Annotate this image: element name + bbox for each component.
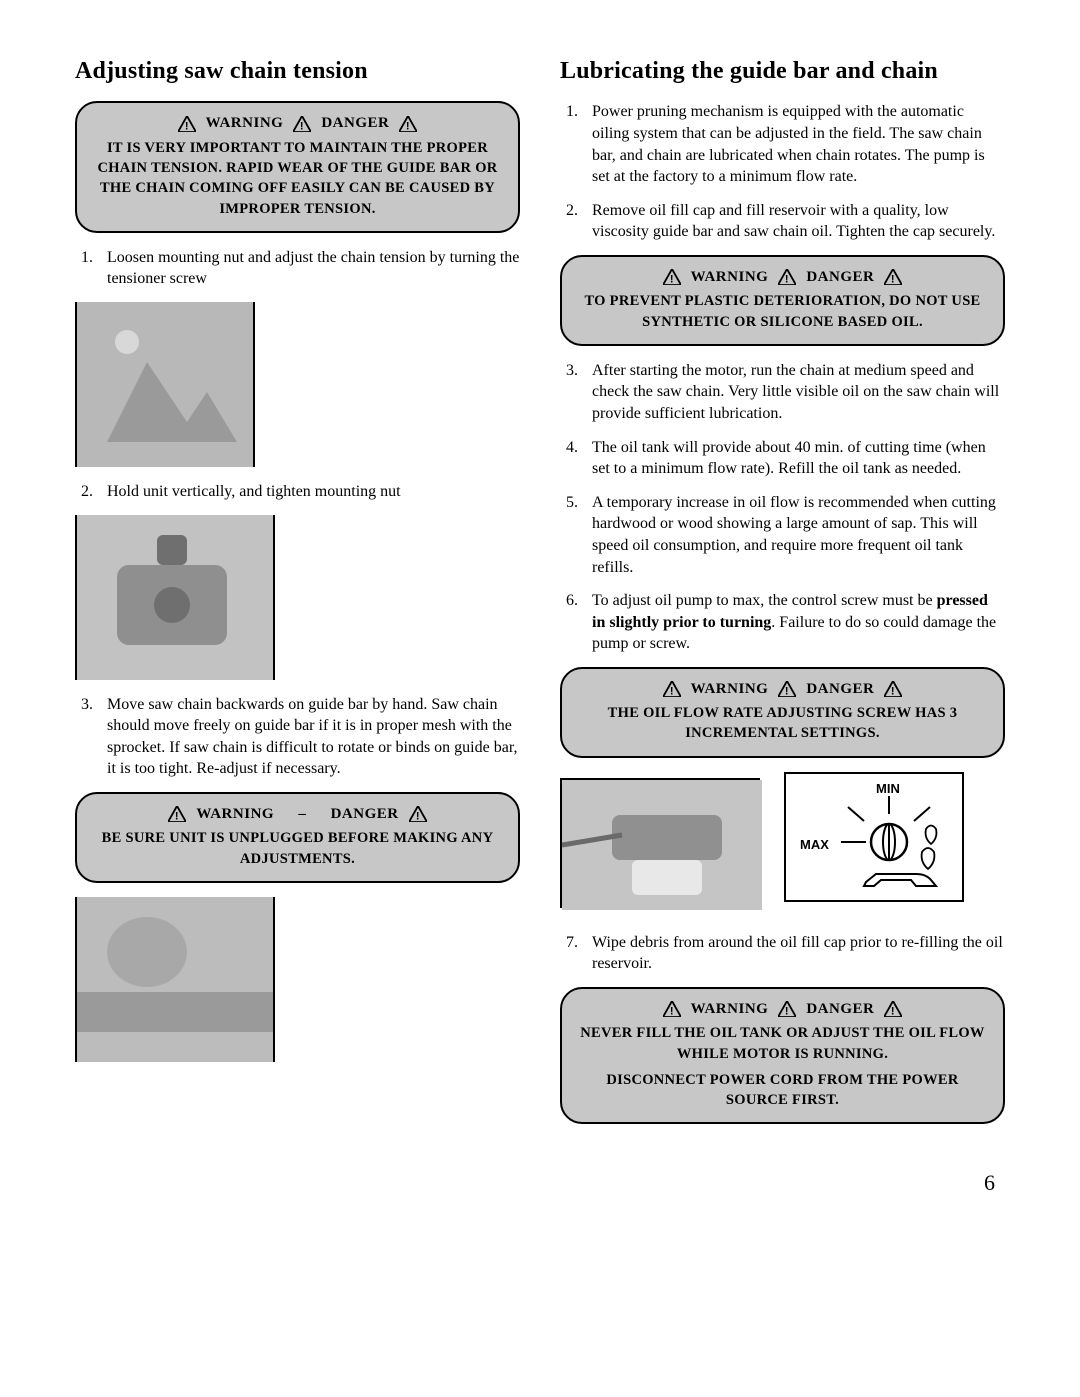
right-heading: Lubricating the guide bar and chain bbox=[560, 55, 1005, 87]
warning-triangle-icon: ! bbox=[778, 681, 796, 697]
step-item: Wipe debris from around the oil fill cap… bbox=[560, 932, 1005, 975]
svg-text:!: ! bbox=[670, 686, 674, 698]
warning-triangle-icon: ! bbox=[178, 116, 196, 132]
right-steps-3-6: After starting the motor, run the chain … bbox=[560, 360, 1005, 655]
left-steps-1: Loosen mounting nut and adjust the chain… bbox=[75, 247, 520, 290]
svg-text:!: ! bbox=[785, 686, 789, 698]
svg-text:!: ! bbox=[785, 1006, 789, 1018]
warning-body: NEVER FILL THE OIL TANK OR ADJUST THE OI… bbox=[580, 1023, 985, 1110]
photo-chain-hand bbox=[75, 897, 275, 1062]
warning-label: WARNING bbox=[691, 267, 769, 287]
warning-header: ! WARNING ! DANGER ! bbox=[95, 113, 500, 133]
photo-mounting-nut bbox=[75, 515, 275, 680]
right-column: Lubricating the guide bar and chain Powe… bbox=[560, 55, 1005, 1138]
step-item: A temporary increase in oil flow is reco… bbox=[560, 492, 1005, 578]
warning-header: ! WARNING ! DANGER ! bbox=[580, 267, 985, 287]
step-item: Hold unit vertically, and tighten mounti… bbox=[75, 481, 520, 503]
danger-label: DANGER bbox=[806, 679, 874, 699]
left-steps-3: Move saw chain backwards on guide bar by… bbox=[75, 694, 520, 780]
svg-text:!: ! bbox=[891, 274, 895, 286]
warning-triangle-icon: ! bbox=[663, 1001, 681, 1017]
svg-text:!: ! bbox=[175, 811, 179, 823]
warning-triangle-icon: ! bbox=[884, 681, 902, 697]
svg-text:!: ! bbox=[670, 1006, 674, 1018]
warning-box-tension: ! WARNING ! DANGER ! IT IS VERY IMPORTAN… bbox=[75, 101, 520, 232]
warning-triangle-icon: ! bbox=[884, 269, 902, 285]
warning-triangle-icon: ! bbox=[663, 269, 681, 285]
step-item: The oil tank will provide about 40 min. … bbox=[560, 437, 1005, 480]
diagram-svg bbox=[786, 774, 962, 900]
warning-header: ! WARNING ! DANGER ! bbox=[580, 999, 985, 1019]
warning-box-flow-settings: ! WARNING ! DANGER ! THE OIL FLOW RATE A… bbox=[560, 667, 1005, 758]
warning-triangle-icon: ! bbox=[409, 806, 427, 822]
warning-header: ! WARNING ! DANGER ! bbox=[580, 679, 985, 699]
left-column: Adjusting saw chain tension ! WARNING ! … bbox=[75, 55, 520, 1138]
warning-label: WARNING bbox=[196, 804, 274, 824]
svg-text:!: ! bbox=[185, 120, 189, 132]
svg-text:!: ! bbox=[300, 120, 304, 132]
step-item: Remove oil fill cap and fill reservoir w… bbox=[560, 200, 1005, 243]
photo-placeholder-icon bbox=[77, 302, 253, 467]
warning-header: ! WARNING – DANGER ! bbox=[95, 804, 500, 824]
warning-triangle-icon: ! bbox=[663, 681, 681, 697]
svg-text:!: ! bbox=[785, 274, 789, 286]
photo-oil-mechanism bbox=[560, 778, 760, 908]
warning-triangle-icon: ! bbox=[399, 116, 417, 132]
warning-label: WARNING bbox=[691, 679, 769, 699]
warning-box-oil-type: ! WARNING ! DANGER ! TO PREVENT PLASTIC … bbox=[560, 255, 1005, 346]
step-item: After starting the motor, run the chain … bbox=[560, 360, 1005, 425]
svg-text:!: ! bbox=[891, 686, 895, 698]
warning-triangle-icon: ! bbox=[884, 1001, 902, 1017]
danger-label: DANGER bbox=[321, 113, 389, 133]
warning-box-unplug: ! WARNING – DANGER ! BE SURE UNIT IS UNP… bbox=[75, 792, 520, 883]
warning-label: WARNING bbox=[691, 999, 769, 1019]
step-item: Power pruning mechanism is equipped with… bbox=[560, 101, 1005, 187]
warning-body-line2: DISCONNECT POWER CORD FROM THE POWER SOU… bbox=[580, 1070, 985, 1111]
two-column-layout: Adjusting saw chain tension ! WARNING ! … bbox=[75, 55, 1005, 1138]
step-item: Move saw chain backwards on guide bar by… bbox=[75, 694, 520, 780]
warning-body: IT IS VERY IMPORTANT TO MAINTAIN THE PRO… bbox=[95, 138, 500, 219]
warning-triangle-icon: ! bbox=[778, 269, 796, 285]
danger-label: DANGER bbox=[331, 804, 399, 824]
diagram-min-max: MIN MAX bbox=[784, 772, 964, 902]
step-6-part-a: To adjust oil pump to max, the control s… bbox=[592, 592, 937, 609]
warning-body: THE OIL FLOW RATE ADJUSTING SCREW HAS 3 … bbox=[580, 703, 985, 744]
warning-body: TO PREVENT PLASTIC DETERIORATION, DO NOT… bbox=[580, 291, 985, 332]
svg-text:!: ! bbox=[891, 1006, 895, 1018]
photo-placeholder-icon bbox=[77, 515, 273, 680]
step-item: Loosen mounting nut and adjust the chain… bbox=[75, 247, 520, 290]
dash-label: – bbox=[298, 804, 306, 824]
warning-triangle-icon: ! bbox=[293, 116, 311, 132]
photo-placeholder-icon bbox=[77, 897, 273, 1062]
left-heading: Adjusting saw chain tension bbox=[75, 55, 520, 87]
warning-body-line1: NEVER FILL THE OIL TANK OR ADJUST THE OI… bbox=[580, 1025, 984, 1061]
photo-tensioner bbox=[75, 302, 255, 467]
warning-triangle-icon: ! bbox=[168, 806, 186, 822]
image-row: MIN MAX bbox=[560, 772, 1005, 922]
warning-label: WARNING bbox=[206, 113, 284, 133]
warning-triangle-icon: ! bbox=[778, 1001, 796, 1017]
danger-label: DANGER bbox=[806, 999, 874, 1019]
warning-box-motor-running: ! WARNING ! DANGER ! NEVER FILL THE OIL … bbox=[560, 987, 1005, 1124]
right-steps-7: Wipe debris from around the oil fill cap… bbox=[560, 932, 1005, 975]
danger-label: DANGER bbox=[806, 267, 874, 287]
svg-text:!: ! bbox=[406, 120, 410, 132]
page-number: 6 bbox=[75, 1168, 1005, 1198]
step-item: To adjust oil pump to max, the control s… bbox=[560, 590, 1005, 655]
left-steps-2: Hold unit vertically, and tighten mounti… bbox=[75, 481, 520, 503]
right-steps-1-2: Power pruning mechanism is equipped with… bbox=[560, 101, 1005, 243]
svg-text:!: ! bbox=[670, 274, 674, 286]
svg-text:!: ! bbox=[416, 811, 420, 823]
photo-placeholder-icon bbox=[562, 780, 762, 910]
warning-body: BE SURE UNIT IS UNPLUGGED BEFORE MAKING … bbox=[95, 828, 500, 869]
